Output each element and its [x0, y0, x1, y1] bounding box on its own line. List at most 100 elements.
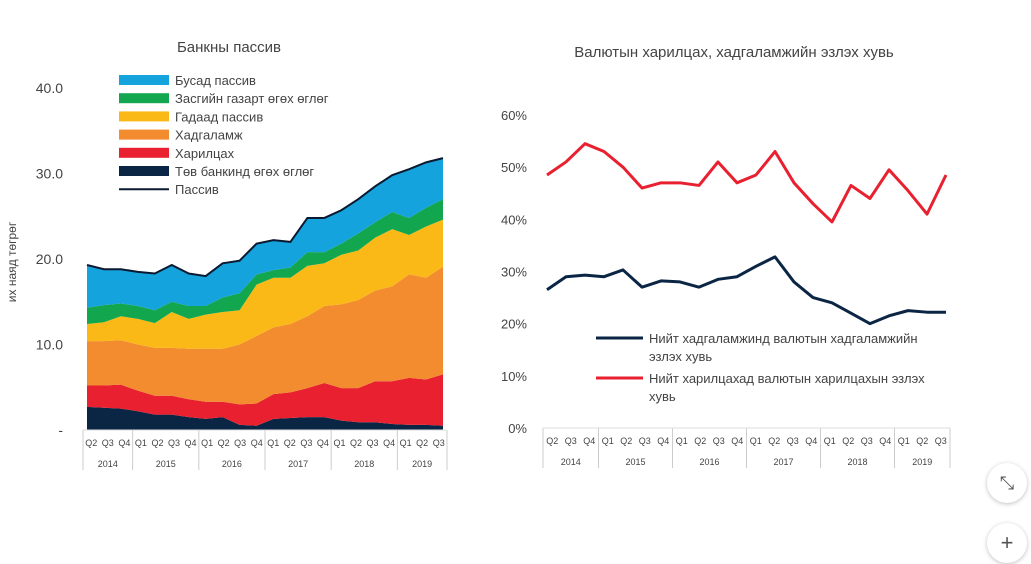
left-x-tick-quarter: Q4 — [383, 438, 395, 448]
left-x-tick-quarter: Q2 — [284, 438, 296, 448]
left-x-tick-quarter: Q3 — [433, 438, 445, 448]
left-x-tick-quarter: Q3 — [300, 438, 312, 448]
left-x-tick-quarter: Q4 — [317, 438, 329, 448]
area-Бусад пассив — [87, 158, 443, 311]
right-x-tick-quarter: Q3 — [565, 436, 577, 446]
right-x-tick-quarter: Q3 — [787, 436, 799, 446]
right-x-tick-year: 2017 — [773, 457, 793, 467]
right-x-tick-year: 2015 — [625, 457, 645, 467]
right-x-tick-quarter: Q4 — [657, 436, 669, 446]
legend-swatch — [119, 93, 169, 104]
right-y-tick: 30% — [501, 265, 527, 280]
right-x-tick-quarter: Q1 — [676, 436, 688, 446]
right-x-tick-quarter: Q3 — [935, 436, 947, 446]
left-x-tick-quarter: Q4 — [251, 438, 263, 448]
left-x-tick-quarter: Q3 — [102, 438, 114, 448]
area-Засгийн газарт өгөх өглөг — [87, 199, 443, 324]
legend-label-cont: эзлэх хувь — [649, 349, 712, 364]
left-x-tick-year: 2019 — [412, 459, 432, 469]
left-x-tick-quarter: Q4 — [118, 438, 130, 448]
legend-label: Хадгаламж — [175, 128, 243, 143]
right-chart-title: Валютын харилцах, хадгаламжийн эзлэх хув… — [574, 44, 894, 61]
right-x-tick-quarter: Q2 — [546, 436, 558, 446]
legend-label: Харилцах — [175, 146, 235, 161]
left-x-tick-quarter: Q1 — [201, 438, 213, 448]
left-x-tick-quarter: Q3 — [367, 438, 379, 448]
right-x-tick-quarter: Q1 — [824, 436, 836, 446]
left-y-tick: - — [58, 422, 63, 438]
right-y-tick: 40% — [501, 212, 527, 227]
add-button[interactable]: + — [987, 523, 1027, 563]
right-y-tick: 20% — [501, 317, 527, 332]
right-x-tick-quarter: Q2 — [620, 436, 632, 446]
legend-label: Пассив — [175, 182, 219, 197]
collapse-button[interactable]: ⤡ — [987, 463, 1027, 503]
legend-swatch — [119, 166, 169, 176]
right-x-tick-quarter: Q1 — [750, 436, 762, 446]
right-x-tick-year: 2018 — [847, 457, 867, 467]
right-x-tick-year: 2019 — [912, 457, 932, 467]
right-x-tick-quarter: Q4 — [879, 436, 891, 446]
collapse-icon: ⤡ — [999, 472, 1015, 493]
legend-label: Засгийн газарт өгөх өглөг — [175, 91, 329, 106]
legend-swatch — [119, 147, 169, 158]
left-y-axis-label: их наяд төгрөг — [5, 221, 19, 302]
right-x-tick-quarter: Q4 — [583, 436, 595, 446]
area-Гадаад пассив — [87, 219, 443, 349]
right-x-tick-quarter: Q2 — [694, 436, 706, 446]
line-Нийт хадгаламжинд валютын хадгаламжийн эзлэх хувь — [546, 255, 946, 326]
left-x-tick-quarter: Q2 — [218, 438, 230, 448]
right-x-tick-quarter: Q4 — [805, 436, 817, 446]
left-y-tick: 20.0 — [36, 251, 63, 267]
left-x-tick-quarter: Q1 — [400, 438, 412, 448]
left-x-tick-year: 2018 — [354, 459, 374, 469]
left-x-tick-quarter: Q1 — [333, 438, 345, 448]
left-x-tick-year: 2015 — [156, 459, 176, 469]
legend-label: Нийт харилцахад валютын харилцахын эзлэх — [649, 371, 925, 386]
legend-label: Гадаад пассив — [175, 109, 263, 124]
plus-icon: + — [1000, 530, 1014, 555]
left-x-tick-quarter: Q1 — [135, 438, 147, 448]
right-x-tick-quarter: Q2 — [916, 436, 928, 446]
right-x-tick-year: 2016 — [699, 457, 719, 467]
right-y-tick: 10% — [501, 369, 527, 384]
right-x-tick-quarter: Q1 — [898, 436, 910, 446]
left-y-tick: 40.0 — [36, 80, 63, 96]
area-Харилцах — [87, 374, 443, 426]
left-x-tick-year: 2017 — [288, 459, 308, 469]
right-y-tick: 50% — [501, 160, 527, 175]
right-x-tick-quarter: Q2 — [768, 436, 780, 446]
legend-label: Төв банкинд өгөх өглөг — [175, 164, 314, 179]
right-x-tick-year: 2014 — [561, 457, 581, 467]
right-y-tick: 60% — [501, 108, 527, 123]
right-y-tick: 0% — [508, 421, 527, 436]
left-chart-title: Банкны пассив — [177, 39, 281, 56]
left-x-tick-year: 2016 — [222, 459, 242, 469]
left-x-tick-quarter: Q2 — [416, 438, 428, 448]
right-x-tick-quarter: Q2 — [842, 436, 854, 446]
right-x-tick-quarter: Q1 — [602, 436, 614, 446]
left-x-tick-quarter: Q4 — [185, 438, 197, 448]
line-Нийт харилцахад валютын харилцахын эзлэх хувь — [546, 142, 948, 224]
legend-swatch — [119, 129, 169, 140]
legend-label: Нийт хадгаламжинд валютын хадгаламжийн — [649, 331, 918, 346]
left-x-tick-quarter: Q2 — [151, 438, 163, 448]
right-x-tick-quarter: Q3 — [861, 436, 873, 446]
legend-label: Бусад пассив — [175, 73, 256, 88]
area-Хадгаламж — [87, 266, 443, 405]
left-x-tick-quarter: Q3 — [168, 438, 180, 448]
legend-label-cont: хувь — [649, 389, 676, 404]
area-Төв банкинд өгөх өглөг — [87, 406, 443, 430]
left-x-tick-quarter: Q2 — [85, 438, 97, 448]
left-x-tick-quarter: Q2 — [350, 438, 362, 448]
left-x-tick-quarter: Q1 — [267, 438, 279, 448]
left-x-tick-year: 2014 — [98, 459, 118, 469]
right-x-tick-quarter: Q3 — [639, 436, 651, 446]
left-y-tick: 10.0 — [36, 337, 63, 353]
legend-swatch — [119, 111, 169, 122]
right-x-tick-quarter: Q3 — [713, 436, 725, 446]
total-line — [86, 157, 444, 278]
right-x-tick-quarter: Q4 — [731, 436, 743, 446]
left-x-tick-quarter: Q3 — [234, 438, 246, 448]
